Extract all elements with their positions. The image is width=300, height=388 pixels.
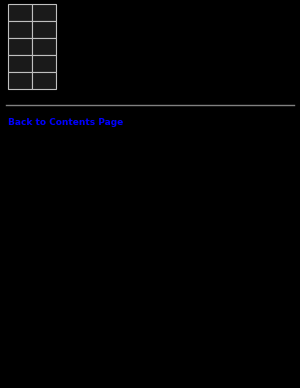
Bar [8, 4, 31, 21]
Text: Back to Contents Page: Back to Contents Page [8, 118, 123, 127]
Bar [32, 4, 56, 21]
Bar [8, 72, 31, 89]
Bar [8, 38, 31, 55]
Bar [32, 21, 56, 38]
Bar [8, 55, 31, 72]
Bar [8, 21, 31, 38]
Bar [32, 72, 56, 89]
Bar [32, 55, 56, 72]
Bar [32, 38, 56, 55]
